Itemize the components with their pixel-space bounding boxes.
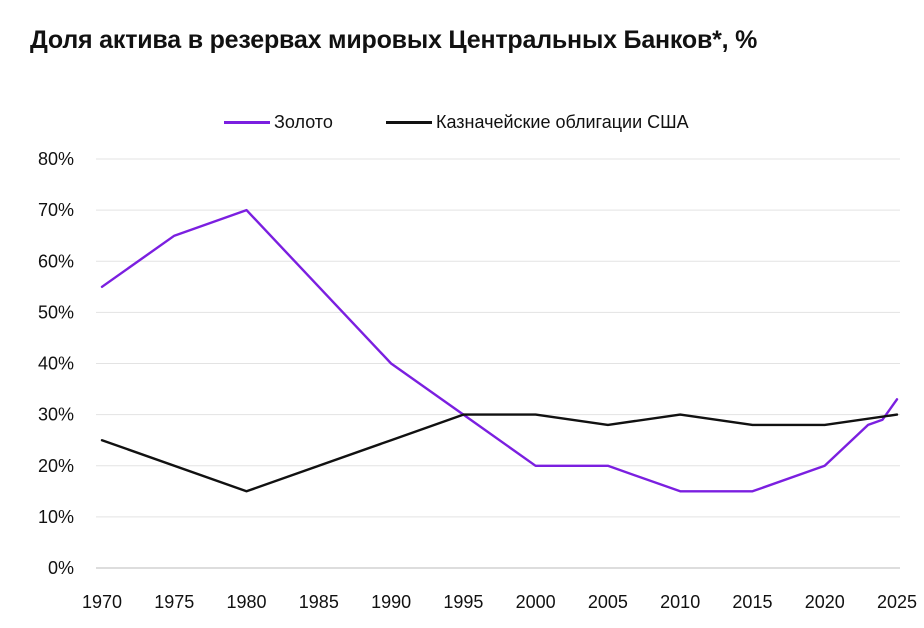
y-tick-label: 50% (38, 302, 74, 322)
x-tick-label: 2025 (877, 592, 917, 612)
x-tick-label: 2020 (805, 592, 845, 612)
y-tick-label: 60% (38, 251, 74, 271)
y-tick-label: 0% (48, 558, 74, 578)
y-tick-label: 40% (38, 354, 74, 374)
legend-label-gold: Золото (274, 112, 333, 132)
x-tick-label: 2005 (588, 592, 628, 612)
y-tick-label: 70% (38, 200, 74, 220)
x-tick-label: 1990 (371, 592, 411, 612)
x-tick-label: 1970 (82, 592, 122, 612)
chart-title: Доля актива в резервах мировых Центральн… (30, 26, 758, 54)
series-line-0 (100, 208, 899, 493)
legend: Золото Казначейские облигации США (0, 108, 924, 138)
x-tick-label: 2000 (516, 592, 556, 612)
legend-label-treasuries: Казначейские облигации США (436, 112, 689, 132)
x-tick-label: 1995 (443, 592, 483, 612)
y-tick-label: 30% (38, 405, 74, 425)
y-tick-label: 10% (38, 507, 74, 527)
y-tick-label: 80% (38, 149, 74, 169)
legend-swatch-treasuries (386, 121, 432, 124)
legend-item-treasuries: Казначейские облигации США (386, 112, 689, 133)
x-tick-label: 2015 (732, 592, 772, 612)
legend-item-gold: Золото (224, 112, 333, 133)
series-line-1 (100, 413, 899, 493)
x-tick-label: 1975 (154, 592, 194, 612)
legend-swatch-gold (224, 121, 270, 124)
x-tick-label: 1980 (227, 592, 267, 612)
x-tick-label: 1985 (299, 592, 339, 612)
y-tick-label: 20% (38, 456, 74, 476)
x-tick-label: 2010 (660, 592, 700, 612)
